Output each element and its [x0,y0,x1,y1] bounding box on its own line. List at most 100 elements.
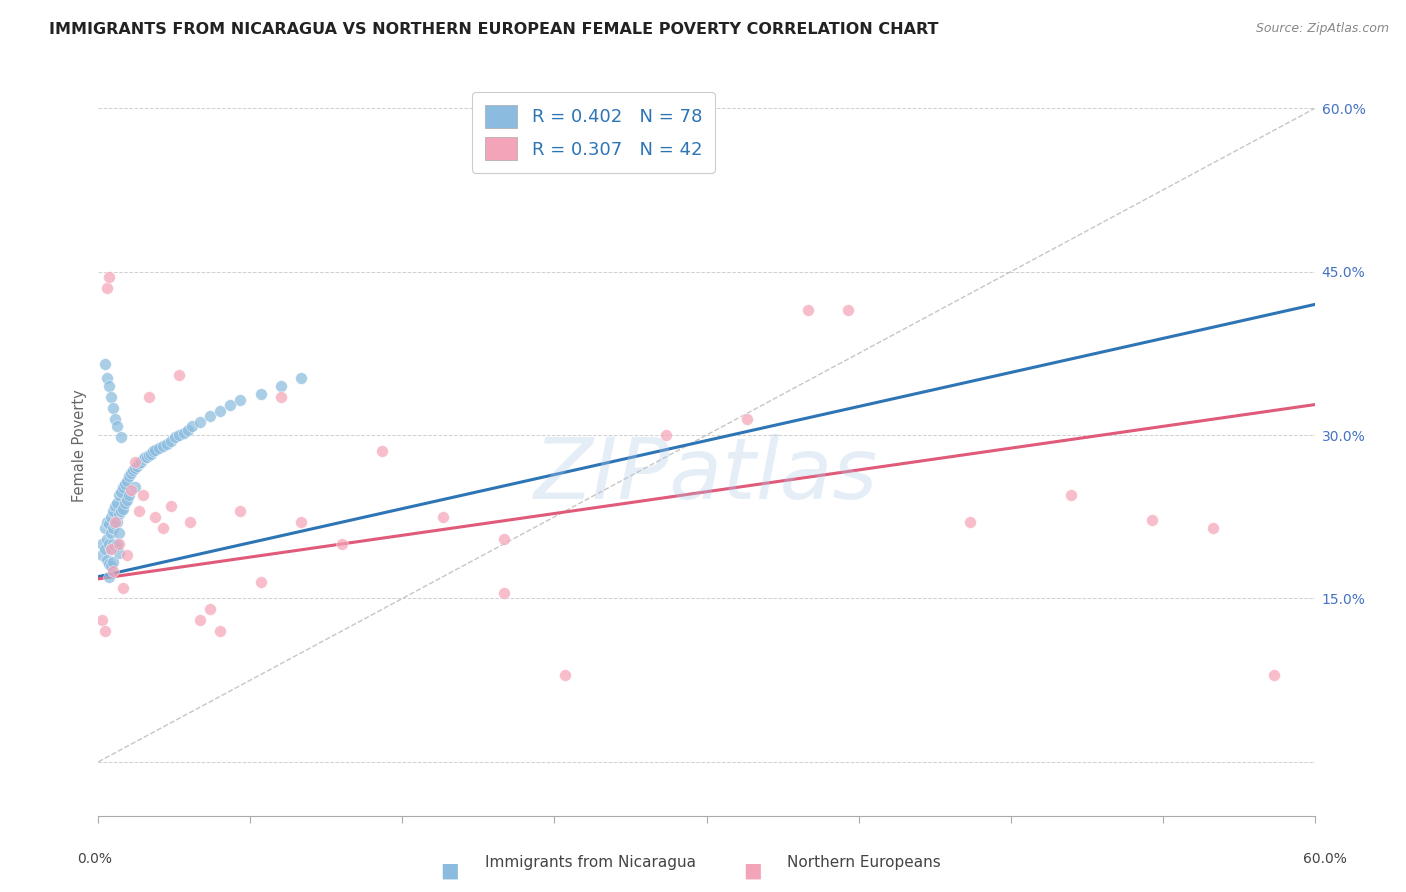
Point [107,507,129,521]
Point [118,469,141,483]
Point [124,455,146,469]
Point [837,302,859,317]
Point [492,586,515,600]
Point [188,613,211,627]
Text: ZIPatlas: ZIPatlas [534,434,879,517]
Point [143,443,166,458]
Point [100,390,122,404]
Point [173,425,195,440]
Point [91,548,114,562]
Point [249,575,271,590]
Point [270,390,292,404]
Point [100,509,122,524]
Point [107,546,129,560]
Point [136,450,159,464]
Y-axis label: Female Poverty: Female Poverty [72,390,87,502]
Point [179,515,201,529]
Point [152,521,174,535]
Point [97,557,120,571]
Point [1202,521,1225,535]
Point [101,556,124,570]
Point [148,441,170,455]
Point [93,521,115,535]
Point [152,439,174,453]
Point [132,488,155,502]
Point [124,460,146,475]
Point [492,532,515,546]
Point [100,542,122,557]
Point [122,463,145,477]
Point [97,537,120,551]
Point [97,517,120,532]
Point [104,517,127,532]
Point [115,493,138,508]
Point [132,452,155,467]
Point [554,667,576,681]
Point [1142,513,1164,527]
Point [143,509,166,524]
Point [105,537,128,551]
Point [156,437,179,451]
Point [97,379,120,393]
Point [138,390,160,404]
Text: 0.0%: 0.0% [77,852,112,866]
Point [97,569,120,583]
Point [1263,667,1285,681]
Point [115,548,138,562]
Point [111,581,134,595]
Point [111,480,134,494]
Point [101,504,124,518]
Point [249,386,271,401]
Point [371,444,394,458]
Point [96,281,118,295]
Point [104,411,127,425]
Point [160,499,183,513]
Point [128,457,150,471]
Point [270,379,292,393]
Point [125,458,148,473]
Point [165,430,187,444]
Point [180,419,202,434]
Point [105,419,128,434]
Point [101,401,124,415]
Point [330,537,353,551]
Point [209,624,232,639]
Point [101,537,124,551]
Point [290,371,312,385]
Point [96,371,118,385]
Text: IMMIGRANTS FROM NICARAGUA VS NORTHERN EUROPEAN FEMALE POVERTY CORRELATION CHART: IMMIGRANTS FROM NICARAGUA VS NORTHERN EU… [49,22,939,37]
Legend: R = 0.402   N = 78, R = 0.307   N = 42: R = 0.402 N = 78, R = 0.307 N = 42 [472,92,716,173]
Point [101,521,124,535]
Point [107,488,129,502]
Point [107,526,129,541]
Point [134,450,156,464]
Point [138,448,160,462]
Point [105,515,128,529]
Point [101,564,124,578]
Text: ▪: ▪ [742,856,762,886]
Point [105,495,128,509]
Point [198,409,221,423]
Point [120,467,142,481]
Point [959,515,981,529]
Point [110,430,132,444]
Text: Immigrants from Nicaragua: Immigrants from Nicaragua [485,855,696,870]
Point [111,502,134,516]
Point [97,270,120,285]
Point [100,526,122,541]
Point [110,504,132,518]
Point [209,404,232,418]
Point [114,495,136,509]
Point [229,393,252,408]
Point [91,537,114,551]
Point [139,447,162,461]
Point [96,553,118,567]
Point [735,411,758,425]
Point [104,539,127,553]
Point [432,509,454,524]
Point [100,558,122,573]
Point [100,542,122,557]
Point [93,357,115,371]
Point [188,415,211,429]
Point [114,477,136,491]
